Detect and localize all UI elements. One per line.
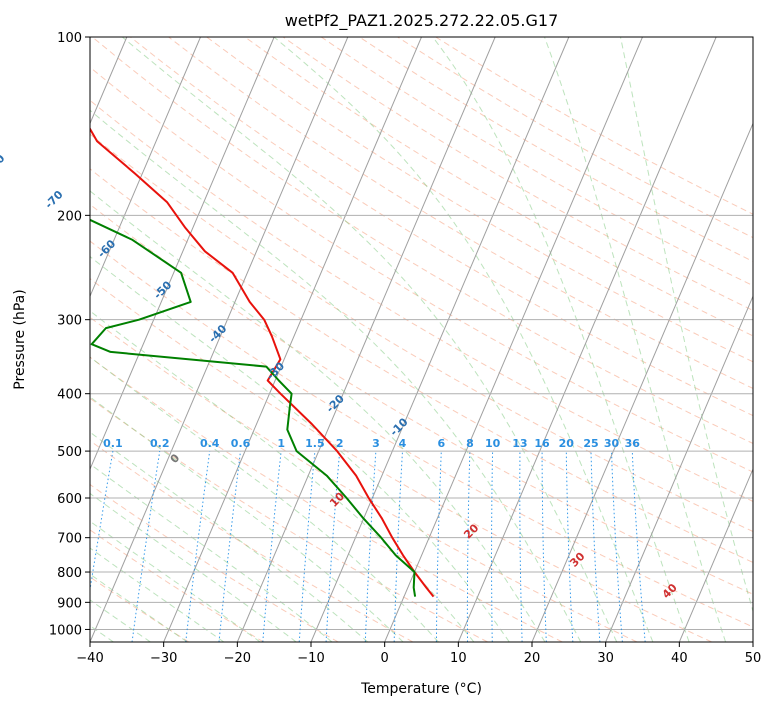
- chart-title: wetPf2_PAZ1.2025.272.22.05.G17: [285, 11, 559, 31]
- background-lines: [90, 37, 753, 642]
- moist-adiabat: [90, 255, 510, 642]
- y-tick-label: 1000: [49, 623, 82, 638]
- dry-adiabat: [91, 37, 753, 445]
- mixing-ratio-line: [298, 451, 316, 642]
- y-tick-label: 900: [57, 596, 82, 611]
- moist-adiabat: [121, 37, 618, 642]
- mixing-ratio-line: [185, 451, 211, 642]
- moist-adiabat: [90, 573, 188, 642]
- y-axis: 100 200 300 400 500 600 700 800 900 1000: [49, 31, 90, 638]
- dry-adiabat: [168, 37, 753, 389]
- dry-adiabat: [90, 240, 753, 628]
- moist-adiabat: [90, 547, 225, 642]
- x-axis-label: Temperature (°C): [360, 681, 482, 697]
- mixing-ratio-line: [631, 451, 646, 642]
- isotherm-label: -80: [0, 152, 8, 175]
- profile-lines: [90, 126, 435, 598]
- mixing-ratio-label: 2: [336, 437, 344, 450]
- dry-adiabat: [244, 37, 753, 337]
- moist-adiabat: [273, 37, 654, 642]
- x-tick-label: −30: [150, 651, 177, 666]
- mixing-ratio-label: 0.4: [200, 437, 220, 450]
- moist-adiabat: [432, 37, 690, 642]
- isotherm: [678, 467, 753, 642]
- moist-adiabat: [620, 37, 753, 613]
- x-tick-label: −20: [224, 651, 251, 666]
- mixing-ratio-label: 4: [399, 437, 407, 450]
- dry-adiabat: [90, 278, 712, 642]
- mixing-ratio-label: 16: [534, 437, 550, 450]
- mixing-ratio-label: 0.6: [231, 437, 251, 450]
- x-tick-label: 20: [524, 651, 541, 666]
- isotherm: [90, 37, 201, 298]
- y-tick-label: 700: [57, 532, 82, 547]
- isotherm: [310, 37, 570, 642]
- mixing-ratio-line: [90, 451, 114, 593]
- y-tick-label: 400: [57, 388, 82, 403]
- x-tick-label: 10: [450, 651, 467, 666]
- dry-adiabat: [90, 316, 638, 642]
- moist-adiabat: [90, 463, 333, 642]
- mixing-ratio-line: [218, 451, 241, 642]
- mixing-ratio-label: 13: [512, 437, 527, 450]
- isotherm: [531, 122, 753, 642]
- isotherm: [384, 37, 643, 642]
- mixing-ratio-label: 30: [604, 437, 620, 450]
- x-axis: −40 −30 −20 −10 0 10 20 30 40 50: [76, 642, 761, 666]
- mixing-ratio-line: [262, 451, 282, 642]
- x-tick-label: 50: [745, 651, 762, 666]
- isotherm: [605, 295, 753, 642]
- y-tick-label: 100: [57, 31, 82, 46]
- dewpoint-line: [90, 218, 417, 597]
- mixing-ratio-label: 3: [372, 437, 380, 450]
- dry-adiabat: [90, 356, 563, 642]
- x-tick-label: 40: [671, 651, 688, 666]
- y-tick-label: 300: [57, 314, 82, 329]
- moist-adiabat: [90, 520, 261, 642]
- moist-adiabat: [90, 492, 297, 642]
- mixing-ratio-label: 6: [438, 437, 446, 450]
- y-tick-label: 600: [57, 492, 82, 507]
- moist-adiabat: [90, 310, 475, 642]
- moist-adiabat: [544, 37, 727, 642]
- mixing-ratio-label: 0.1: [103, 437, 123, 450]
- dry-adiabat: [90, 133, 753, 533]
- y-axis-label: Pressure (hPa): [12, 289, 28, 389]
- dry-adiabat: [282, 37, 753, 312]
- isotherm: [457, 37, 717, 642]
- temperature-line: [90, 126, 435, 598]
- y-tick-label: 800: [57, 566, 82, 581]
- x-tick-label: 30: [597, 651, 614, 666]
- dry-adiabat: [90, 483, 339, 642]
- isotherm: [236, 37, 496, 642]
- dry-adiabat: [90, 99, 753, 502]
- dry-adiabat: [90, 529, 264, 642]
- isotherm: [90, 37, 275, 471]
- isotherm: [163, 37, 422, 642]
- mixing-ratio-label: 20: [559, 437, 575, 450]
- moist-adiabat: [90, 356, 439, 642]
- moist-adiabat: [90, 396, 404, 642]
- mixing-ratio-label: 1: [277, 437, 285, 450]
- mixing-ratio-label: 0.2: [150, 437, 170, 450]
- y-tick-label: 200: [57, 209, 82, 224]
- mixing-ratio-label: 8: [466, 437, 474, 450]
- dry-adiabat: [90, 203, 753, 595]
- isotherm: [90, 37, 349, 642]
- mixing-ratio-line: [131, 451, 161, 642]
- dry-adiabat: [130, 37, 753, 417]
- x-tick-label: −10: [297, 651, 324, 666]
- mixing-ratio-label: 1.5: [305, 437, 325, 450]
- moist-adiabat: [90, 431, 369, 642]
- mixing-ratio-label: 25: [583, 437, 598, 450]
- x-tick-label: 0: [381, 651, 389, 666]
- mixing-ratio-label: 36: [625, 437, 641, 450]
- y-tick-label: 500: [57, 445, 82, 460]
- plot-frame: [89, 36, 754, 643]
- mixing-ratio-label: 10: [485, 437, 501, 450]
- x-tick-label: −40: [76, 651, 103, 666]
